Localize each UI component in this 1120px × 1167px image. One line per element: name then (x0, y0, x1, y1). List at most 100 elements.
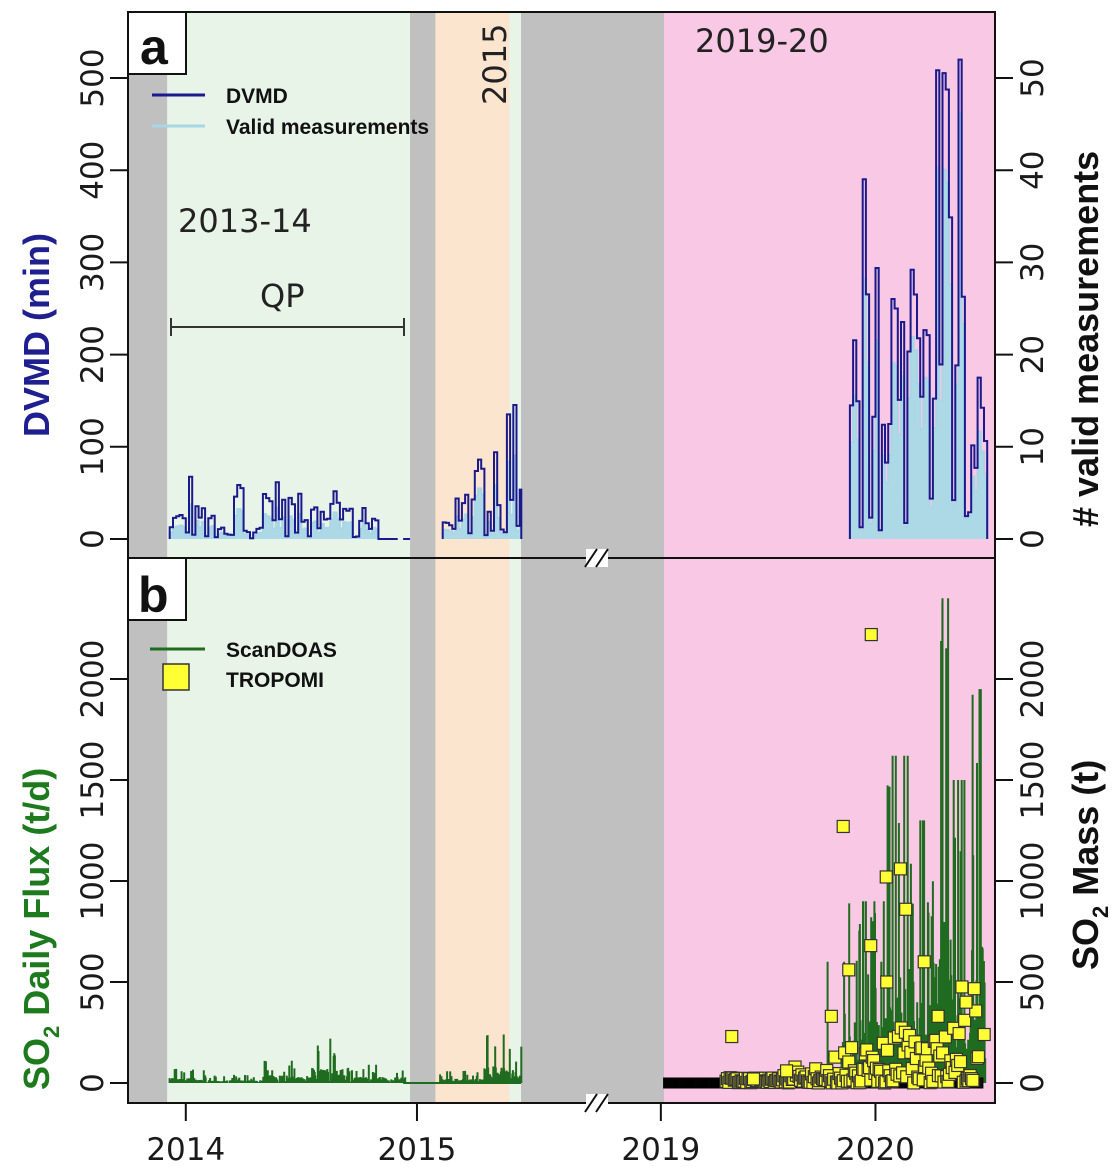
dvmd-trace-0 (168, 475, 398, 540)
gap-shade-2015a (410, 558, 436, 1103)
panel-b-plot-area (168, 598, 991, 1090)
tropomi-point (779, 1064, 794, 1078)
panel-b-right-axis-title-sub: 2 (1088, 906, 1113, 918)
tropomi-point (953, 1055, 968, 1069)
legend-valid-label: Valid measurements (226, 116, 429, 139)
period-shade-2015 (435, 558, 510, 1103)
panel-a-right-tick-label: 30 (1015, 243, 1051, 282)
legend-dvmd-label: DVMD (226, 85, 288, 108)
panel-b-left-tick-label: 1500 (75, 741, 111, 820)
period-label-2015: 2015 (476, 24, 514, 105)
panel-a-right-tick-label: 0 (1015, 529, 1051, 549)
tropomi-point (880, 1043, 895, 1057)
dvmd-trace-2 (848, 58, 989, 539)
legend-panel-b: ScanDOAS TROPOMI (150, 639, 337, 692)
x-tick-label-2020: 2020 (836, 1132, 915, 1167)
x-tick-label-2019: 2019 (621, 1132, 700, 1167)
tropomi-point (842, 963, 856, 977)
panel-a-left-tick-label: 0 (75, 529, 111, 549)
valid-measurements-trace-fill-0 (169, 504, 398, 539)
panel-b-letter-box: b (127, 557, 187, 623)
tropomi-point (879, 870, 893, 884)
panel-b-right-tick-label: 2000 (1015, 640, 1051, 719)
panel-a-right-tick-label: 40 (1015, 150, 1051, 189)
tropomi-point (917, 955, 931, 969)
legend-tropomi-label: TROPOMI (226, 669, 324, 692)
panel-a-right-axis-title: # valid measurements (1065, 151, 1106, 527)
panel-a-left-tick-label: 500 (75, 48, 111, 107)
period-shade-2015-tail (509, 558, 521, 1103)
tropomi-point (958, 1013, 972, 1027)
qp-label: QP (260, 277, 304, 315)
panel-b-right-axis-title: SO2 Mass (t) (1065, 760, 1113, 970)
tropomi-point (966, 1073, 980, 1087)
panel-a-left-tick-label: 100 (75, 417, 111, 476)
x-tick-label-2015: 2015 (378, 1132, 457, 1167)
panel-b-right-tick-label: 500 (1015, 952, 1051, 1011)
gap-shade-break (521, 558, 664, 1103)
tropomi-point (824, 1009, 838, 1023)
period-label-2019-20: 2019-20 (695, 22, 829, 60)
panel-b-left-tick-label: 0 (75, 1073, 111, 1093)
gap-shade-start (128, 558, 168, 1103)
tropomi-point (967, 982, 981, 996)
dvmd-trace-1 (441, 404, 523, 539)
tropomi-point (959, 995, 973, 1009)
tropomi-point (971, 1050, 986, 1064)
period-shade-2013-14 (167, 558, 411, 1103)
axis-ticks: 0100200300400500010203040500500100015002… (75, 48, 1051, 1167)
panel-a-left-tick-label: 400 (75, 141, 111, 200)
tropomi-point (746, 1072, 761, 1086)
legend-scandoas-label: ScanDOAS (226, 639, 337, 662)
panel-b-right-tick-label: 0 (1015, 1073, 1051, 1093)
tropomi-point (864, 627, 878, 642)
panel-b-left-axis-title: SO2 Daily Flux (t/d) (16, 768, 64, 1090)
period-shade-2013-14 (167, 12, 411, 558)
tropomi-point (977, 1027, 991, 1042)
period-shade-2015-tail (509, 12, 521, 558)
panel-b-letter: b (138, 567, 169, 623)
x-tick-label-2014: 2014 (146, 1132, 225, 1167)
panel-a-left-tick-label: 300 (75, 233, 111, 292)
panel-b-left-axis-title-post: Daily Flux (t/d) (16, 768, 57, 1026)
panel-b-frame (127, 557, 996, 1104)
panel-a-letter: a (140, 19, 169, 75)
panel-b-left-axis-title-sub: 2 (39, 1026, 64, 1038)
valid-measurements-trace-fill-1 (442, 455, 522, 539)
period-label-2013-14: 2013-14 (178, 202, 312, 240)
qp-bracket (170, 318, 405, 336)
panel-b-left-tick-label: 2000 (75, 640, 111, 719)
panel-b-right-axis-title-post: Mass (t) (1065, 760, 1106, 906)
gap-shade-start (128, 12, 168, 558)
panel-a-right-tick-label: 10 (1015, 427, 1051, 466)
panel-a-right-tick-label: 50 (1015, 58, 1051, 97)
tropomi-point (955, 980, 969, 994)
panel-b-right-tick-label: 1500 (1015, 741, 1051, 820)
tropomi-point (836, 819, 850, 834)
axis-break-top (584, 548, 609, 568)
panel-a-plot-area (168, 58, 989, 540)
panel-b-left-axis-title-pre: SO (16, 1038, 57, 1090)
panel-b-right-axis-title-pre: SO (1065, 918, 1106, 970)
panel-a-right-tick-label: 20 (1015, 335, 1051, 374)
tropomi-point (899, 902, 913, 916)
panel-b-left-tick-label: 1000 (75, 842, 111, 921)
tropomi-point (725, 1029, 739, 1044)
panel-a-letter-box: a (127, 11, 187, 75)
gap-shade-break (521, 12, 664, 558)
panel-b-right-tick-label: 1000 (1015, 842, 1051, 921)
tropomi-point (880, 975, 894, 989)
tropomi-point (931, 1009, 945, 1023)
tropomi-point (844, 1041, 859, 1055)
legend-panel-a: DVMD Valid measurements (152, 85, 429, 139)
tropomi-point (864, 939, 878, 953)
gap-shade-2015a (410, 12, 436, 558)
panel-a-left-axis-title: DVMD (min) (16, 233, 57, 437)
tropomi-point (952, 1026, 966, 1041)
axis-break-bottom (584, 1093, 609, 1113)
tropomi-point (893, 862, 908, 876)
legend-tropomi-swatch (162, 663, 190, 691)
panel-b-left-tick-label: 500 (75, 952, 111, 1011)
panel-a-left-tick-label: 200 (75, 325, 111, 384)
